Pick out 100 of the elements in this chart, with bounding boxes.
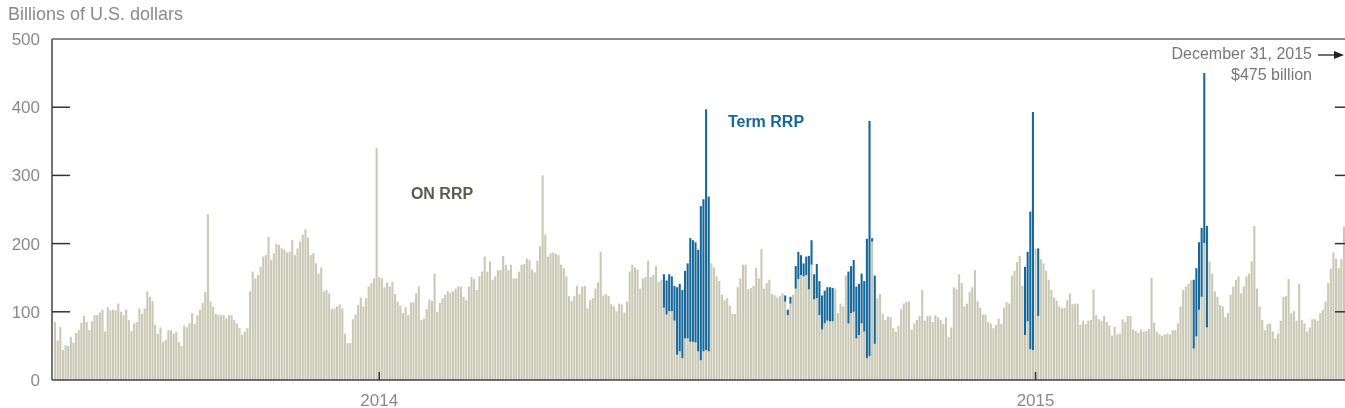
bar <box>1203 242 1206 380</box>
bar <box>789 296 792 304</box>
bar <box>1100 320 1103 380</box>
x-tick-label: 2015 <box>1016 390 1055 408</box>
bar <box>889 317 892 380</box>
bar <box>446 291 449 380</box>
bar <box>1269 323 1272 380</box>
bar <box>641 278 644 380</box>
bar <box>1121 319 1124 380</box>
y-tick-label: 500 <box>11 29 40 49</box>
bar <box>1245 276 1248 380</box>
bar <box>525 258 528 380</box>
bar <box>1150 277 1153 380</box>
bar <box>636 269 639 380</box>
bar <box>1319 313 1322 380</box>
bar <box>913 323 916 380</box>
bar <box>275 243 278 380</box>
bar <box>320 267 323 380</box>
bar <box>341 308 344 380</box>
bar <box>631 264 634 380</box>
bar <box>860 323 863 380</box>
bar <box>1039 259 1042 380</box>
y-tick-label: 200 <box>11 234 40 254</box>
y-tick-label: 0 <box>30 370 40 390</box>
bar <box>744 264 747 380</box>
bar <box>454 288 457 380</box>
bar <box>230 315 233 380</box>
bar <box>391 281 394 380</box>
bar <box>871 241 874 380</box>
bar <box>520 264 523 380</box>
bar <box>138 308 141 380</box>
bar <box>765 283 768 380</box>
bar <box>251 271 254 380</box>
bar <box>243 331 246 380</box>
bar <box>117 303 120 380</box>
bar <box>876 298 879 380</box>
bar <box>873 275 876 344</box>
bar <box>1068 293 1071 380</box>
bar <box>478 276 481 380</box>
bar <box>1097 319 1100 380</box>
bar <box>375 148 378 380</box>
bar <box>267 236 270 380</box>
bar <box>1031 111 1034 350</box>
bar <box>921 289 924 380</box>
bar <box>404 307 407 380</box>
bar <box>1084 324 1087 380</box>
bar <box>710 263 713 380</box>
bar <box>997 318 1000 380</box>
y-axis-title: Billions of U.S. dollars <box>8 4 184 24</box>
bar <box>441 298 444 380</box>
bar <box>1287 279 1290 380</box>
bar <box>225 318 228 380</box>
bar <box>831 287 834 322</box>
bar <box>958 274 961 380</box>
bar <box>944 317 947 380</box>
y-tick-label: 100 <box>11 302 40 322</box>
bar <box>1034 248 1037 380</box>
bar <box>1005 302 1008 380</box>
bar <box>678 351 681 380</box>
bar <box>433 273 436 380</box>
bar <box>934 315 937 380</box>
bar <box>570 300 573 380</box>
bar <box>1166 333 1169 380</box>
bar <box>1108 325 1111 380</box>
bar <box>905 301 908 380</box>
y-tick-label: 400 <box>11 98 40 118</box>
bar <box>470 277 473 380</box>
bar <box>726 298 729 380</box>
bar <box>557 255 560 380</box>
bar <box>902 303 905 380</box>
bar <box>291 240 294 380</box>
bar <box>926 315 929 380</box>
bar <box>1182 289 1185 380</box>
bar <box>175 331 178 380</box>
bar <box>151 300 154 380</box>
bar <box>823 323 826 380</box>
bar <box>359 297 362 380</box>
annotation: December 31, 2015 $475 billion <box>1171 45 1313 83</box>
bar <box>1332 252 1335 380</box>
bar <box>1187 283 1190 380</box>
bar <box>1171 330 1174 380</box>
bar <box>125 309 128 380</box>
bar <box>784 295 787 302</box>
bar <box>702 351 705 380</box>
bar <box>839 303 842 380</box>
bar <box>1282 296 1285 380</box>
bar <box>541 175 544 380</box>
bar <box>1113 326 1116 380</box>
bar <box>844 275 847 380</box>
bar <box>93 315 96 380</box>
bar <box>449 292 452 380</box>
bar <box>1055 300 1058 380</box>
bar <box>473 279 476 380</box>
bar <box>146 291 149 380</box>
bar <box>438 302 441 380</box>
bar <box>159 327 162 380</box>
bar <box>797 279 800 380</box>
bar <box>1042 263 1045 380</box>
bar <box>562 268 565 380</box>
bar <box>367 286 370 380</box>
